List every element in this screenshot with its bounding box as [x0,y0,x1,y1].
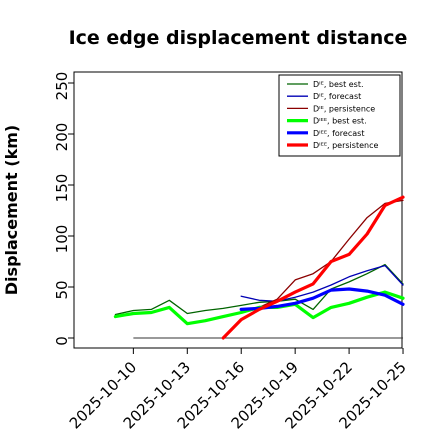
plot-frame [73,71,403,349]
y-tick-label: 150 [53,174,71,203]
legend-label: Dᴵᴱ, persistence [313,104,375,113]
series-line-5 [239,287,405,311]
legend-label: Dᴵᴱᴱ, best est. [313,117,367,126]
y-axis: 0 50 100 150 200 250 [53,72,74,346]
y-tick-label: 50 [53,280,71,299]
series-lines [113,195,405,340]
y-tick-label: 100 [53,225,71,254]
y-tick-label: 0 [53,336,71,346]
series-line-2 [240,264,404,302]
series-line-6 [221,195,405,340]
legend: Dᴵᴱ, best est. Dᴵᴱ, forecast Dᴵᴱ, persiste… [278,74,401,157]
legend-box [278,74,401,157]
series-line-1 [114,263,404,316]
legend-label: Dᴵᴱ, forecast [313,92,361,101]
legend-label: Dᴵᴱ, best est. [313,80,364,89]
y-tick-label: 250 [53,72,71,101]
x-axis: 2025-10-102025-10-132025-10-162025-10-19… [66,348,410,432]
legend-label: Dᴵᴱᴱ, forecast [313,129,364,138]
y-tick-label: 200 [53,123,71,152]
legend-label: Dᴵᴱᴱ, persistence [313,141,378,150]
series-line-3 [240,199,404,314]
chart-title: Ice edge displacement distance [69,27,408,49]
y-axis-label: Displacement (km) [2,125,21,295]
